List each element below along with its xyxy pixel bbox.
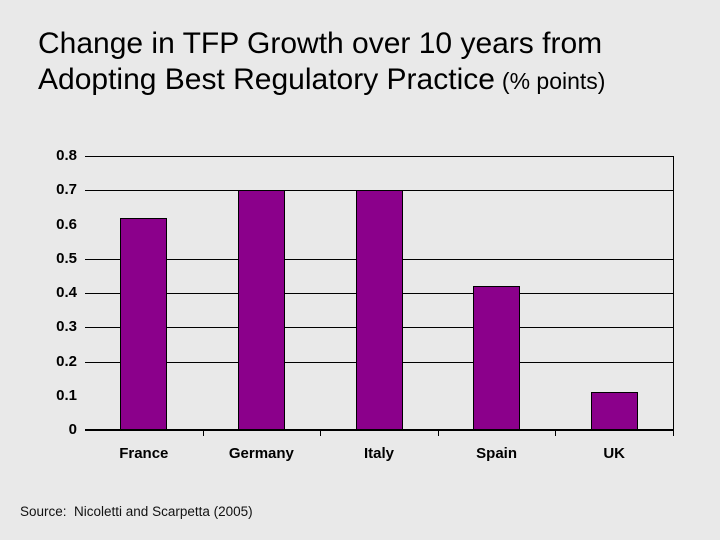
x-axis-tick <box>555 430 557 436</box>
bar-germany <box>237 190 285 430</box>
y-axis-label-0.7: 0.7 <box>56 181 77 199</box>
y-axis-label-0.5: 0.5 <box>56 249 77 267</box>
slide-title-units: (% points) <box>501 68 606 94</box>
x-axis-label-france: France <box>119 445 169 462</box>
slide-title: Change in TFP Growth over 10 years from … <box>38 26 698 99</box>
plot-right-border <box>673 156 674 436</box>
y-axis-label-0.3: 0.3 <box>56 318 77 336</box>
y-axis-label-0.8: 0.8 <box>56 147 77 164</box>
x-axis-tick <box>437 430 439 436</box>
y-axis-label-0: 0 <box>68 421 77 438</box>
x-axis-label-italy: Italy <box>363 445 394 462</box>
y-axis-label-0.2: 0.2 <box>56 352 77 370</box>
x-axis-tick <box>320 430 322 436</box>
y-axis-label-0.1: 0.1 <box>56 386 77 404</box>
slide-title-line1: Change in TFP Growth over 10 years from <box>38 27 603 60</box>
slide-title-line2-text: Adopting Best Regulatory Practice <box>38 63 495 96</box>
bar-uk <box>590 392 638 430</box>
x-axis-label-germany: Germany <box>228 445 294 462</box>
y-axis-label-0.4: 0.4 <box>56 284 77 301</box>
x-axis-line <box>85 429 674 431</box>
gridline-0.8 <box>85 156 674 157</box>
x-axis-tick <box>202 430 204 436</box>
x-axis-label-uk: UK <box>603 445 626 462</box>
bar-france <box>120 217 168 430</box>
bar-spain <box>473 286 521 430</box>
y-axis-label-0.6: 0.6 <box>56 215 77 233</box>
bar-italy <box>355 190 403 430</box>
x-axis-label-spain: Spain <box>476 445 518 462</box>
source-caption: Source: Nicoletti and Scarpetta (2005) <box>20 504 253 519</box>
slide-title-line2: Adopting Best Regulatory Practice (% poin… <box>38 62 698 99</box>
